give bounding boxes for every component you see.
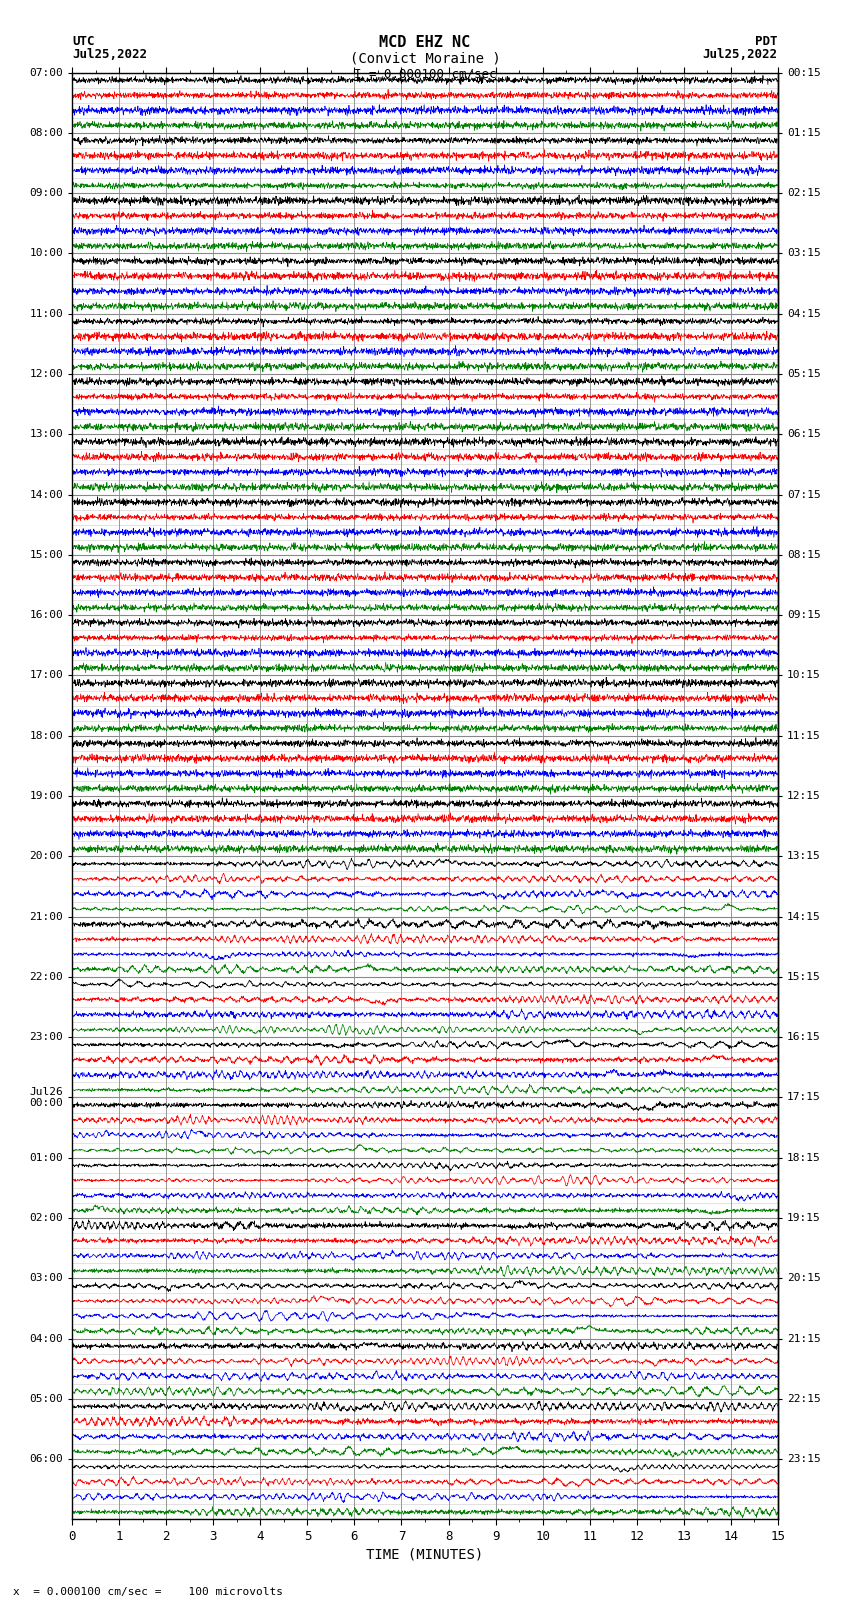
Text: UTC: UTC: [72, 35, 94, 48]
X-axis label: TIME (MINUTES): TIME (MINUTES): [366, 1547, 484, 1561]
Text: Jul25,2022: Jul25,2022: [703, 48, 778, 61]
Text: x  = 0.000100 cm/sec =    100 microvolts: x = 0.000100 cm/sec = 100 microvolts: [13, 1587, 283, 1597]
Text: (Convict Moraine ): (Convict Moraine ): [349, 52, 501, 66]
Text: MCD EHZ NC: MCD EHZ NC: [379, 35, 471, 50]
Text: I = 0.000100 cm/sec: I = 0.000100 cm/sec: [354, 68, 496, 81]
Text: PDT: PDT: [756, 35, 778, 48]
Text: Jul25,2022: Jul25,2022: [72, 48, 147, 61]
